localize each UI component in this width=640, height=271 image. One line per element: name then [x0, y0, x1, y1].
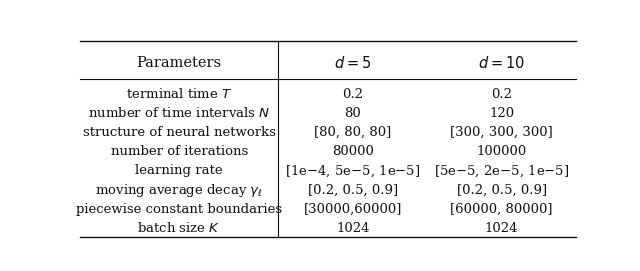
Text: [0.2, 0.5, 0.9]: [0.2, 0.5, 0.9] — [308, 183, 398, 196]
Text: 120: 120 — [489, 107, 514, 120]
Text: [0.2, 0.5, 0.9]: [0.2, 0.5, 0.9] — [456, 183, 547, 196]
Text: terminal time $T$: terminal time $T$ — [126, 87, 232, 101]
Text: [5e$-$5, 2e$-$5, 1e$-$5]: [5e$-$5, 2e$-$5, 1e$-$5] — [434, 163, 570, 179]
Text: Parameters: Parameters — [136, 56, 222, 70]
Text: learning rate: learning rate — [136, 164, 223, 177]
Text: 80000: 80000 — [332, 145, 374, 158]
Text: 100000: 100000 — [476, 145, 527, 158]
Text: 0.2: 0.2 — [342, 88, 364, 101]
Text: 80: 80 — [344, 107, 361, 120]
Text: $d = 10$: $d = 10$ — [478, 55, 525, 71]
Text: 1024: 1024 — [485, 222, 518, 235]
Text: batch size $K$: batch size $K$ — [138, 221, 221, 235]
Text: [300, 300, 300]: [300, 300, 300] — [450, 126, 553, 139]
Text: [60000, 80000]: [60000, 80000] — [451, 203, 553, 216]
Text: 0.2: 0.2 — [491, 88, 512, 101]
Text: number of time intervals $N$: number of time intervals $N$ — [88, 106, 270, 120]
Text: [30000,60000]: [30000,60000] — [303, 203, 402, 216]
Text: structure of neural networks: structure of neural networks — [83, 126, 276, 139]
Text: [80, 80, 80]: [80, 80, 80] — [314, 126, 392, 139]
Text: number of iterations: number of iterations — [111, 145, 248, 158]
Text: moving average decay $\gamma_{\ell}$: moving average decay $\gamma_{\ell}$ — [95, 182, 263, 199]
Text: $d = 5$: $d = 5$ — [334, 55, 371, 71]
Text: [1e$-$4, 5e$-$5, 1e$-$5]: [1e$-$4, 5e$-$5, 1e$-$5] — [285, 163, 420, 179]
Text: piecewise constant boundaries: piecewise constant boundaries — [76, 203, 282, 216]
Text: 1024: 1024 — [336, 222, 369, 235]
